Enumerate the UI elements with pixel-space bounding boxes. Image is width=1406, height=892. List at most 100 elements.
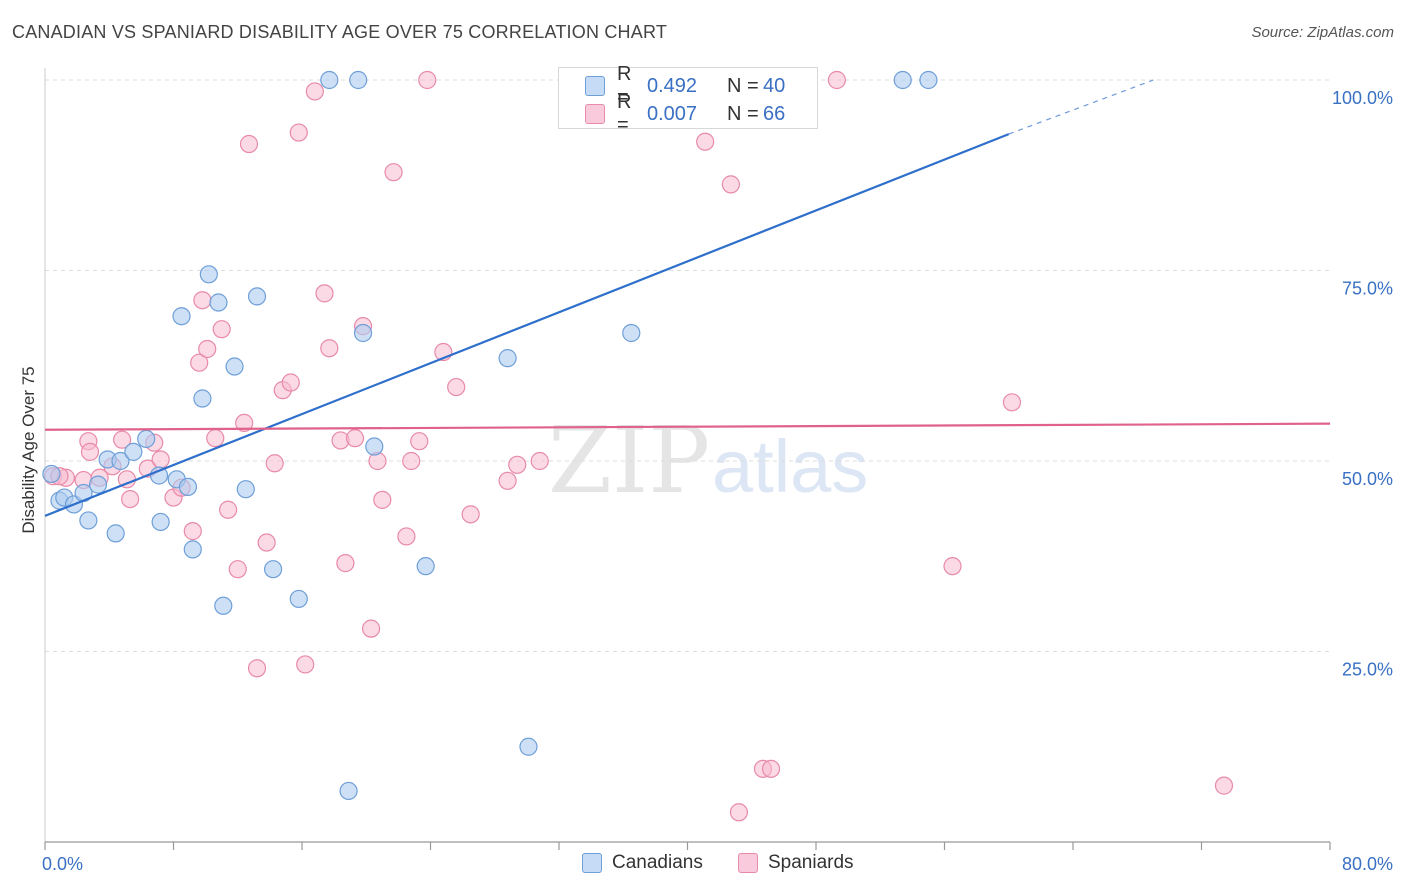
spaniards-point: [228, 560, 247, 579]
n-value-spaniards: 66: [763, 102, 786, 125]
canadians-point: [416, 557, 435, 576]
watermark: ZIP atlas: [548, 407, 868, 514]
spaniards-point: [345, 429, 365, 448]
spaniards-point: [729, 803, 749, 822]
spaniards-point: [361, 619, 381, 638]
legend-item-canadians[interactable]: Canadians: [582, 852, 703, 874]
spaniards-point: [247, 659, 267, 678]
spaniards-point: [206, 429, 225, 448]
spaniards-point: [418, 70, 437, 90]
legend-label-canadians: Canadians: [612, 852, 703, 873]
spaniards-point: [402, 451, 421, 471]
spaniards-point: [827, 70, 846, 90]
r-value-canadians: 0.492: [647, 74, 698, 97]
spaniards-point: [219, 500, 238, 519]
spaniards-point: [410, 432, 429, 451]
watermark-atlas: atlas: [712, 425, 868, 508]
canadians-point: [79, 511, 98, 530]
spaniards-point: [508, 455, 527, 474]
canadians-trend-line: [44, 133, 1010, 517]
canadians-point: [172, 307, 191, 326]
spaniards-point: [212, 320, 231, 339]
canadians-point: [178, 477, 198, 497]
chart-title: CANADIAN VS SPANIARD DISABILITY AGE OVER…: [12, 22, 668, 42]
r-label: R =: [617, 91, 632, 136]
canadians-point: [622, 323, 641, 343]
canadians-point: [893, 70, 912, 90]
legend-item-spaniards[interactable]: Spaniards: [738, 852, 854, 874]
spaniards-point: [397, 527, 416, 546]
canadians-point: [42, 464, 61, 484]
canadians-point: [88, 475, 108, 494]
canadians-point: [263, 560, 283, 579]
axes: [44, 68, 1331, 850]
canadians-point: [199, 265, 218, 284]
spaniards-point: [193, 291, 212, 310]
spaniards-point: [943, 557, 962, 576]
spaniards-swatch: [585, 104, 605, 124]
canadians-point: [498, 349, 517, 368]
y-tick-label: 100.0%: [1332, 88, 1393, 108]
series-legend: Canadians Spaniards: [0, 852, 1406, 876]
canadians-swatch: [585, 76, 605, 96]
spaniards-point: [190, 353, 209, 372]
canadians-trend-extension: [1008, 79, 1154, 135]
y-tick-label: 50.0%: [1342, 469, 1393, 489]
canadians-point: [289, 589, 308, 609]
spaniards-point: [336, 554, 355, 573]
spaniards-point: [320, 339, 339, 358]
spaniards-point: [235, 413, 254, 432]
spaniards-point: [384, 163, 403, 182]
r-label: R =: [617, 63, 632, 108]
canadians-point: [183, 540, 202, 559]
spaniards-point: [1214, 776, 1234, 795]
canadians-point: [349, 70, 368, 90]
spaniards-point: [121, 490, 140, 509]
spaniards-point: [761, 759, 781, 778]
spaniards-point: [373, 490, 392, 509]
canadians-point: [225, 357, 244, 376]
canadians-point: [919, 70, 938, 90]
canadians-point: [247, 287, 267, 306]
stats-row-spaniards: R = 0.007 N = 66: [585, 91, 786, 136]
canadians-point: [214, 596, 233, 615]
stats-legend: R = 0.492 N = 40 R = 0.007 N = 66: [558, 63, 818, 136]
canadians-point: [106, 524, 125, 543]
spaniards-point: [498, 471, 517, 490]
spaniards-point: [696, 132, 715, 151]
canadians-point: [111, 451, 130, 471]
trend-lines: [44, 79, 1331, 517]
source-label: Source: ZipAtlas.com: [1251, 24, 1394, 41]
n-value-canadians: 40: [763, 74, 786, 97]
legend-label-spaniards: Spaniards: [768, 852, 854, 873]
y-tick-label: 75.0%: [1342, 279, 1393, 299]
spaniards-point: [112, 430, 132, 449]
canadians-point: [236, 480, 255, 499]
canadians-legend-swatch: [582, 853, 602, 873]
x-tick-label: 0.0%: [42, 854, 83, 874]
spaniards-point: [257, 533, 276, 552]
spaniards-point: [315, 284, 334, 303]
canadians-point: [209, 293, 228, 312]
spaniards-point: [1002, 393, 1022, 412]
n-label: N =: [727, 102, 759, 125]
spaniards-trend-line: [44, 422, 1331, 431]
canadians-point: [137, 429, 156, 449]
spaniards-point: [461, 505, 480, 524]
spaniards-point: [447, 377, 466, 397]
spaniards-point: [289, 123, 308, 142]
r-value-spaniards: 0.007: [647, 102, 698, 125]
x-tick-label: 80.0%: [1342, 854, 1393, 874]
y-tick-label: 25.0%: [1342, 660, 1393, 680]
spaniards-legend-swatch: [738, 853, 758, 873]
canadians-point: [353, 323, 373, 343]
spaniards-point: [239, 134, 259, 154]
canadians-point: [124, 442, 143, 461]
canadians-points: [42, 70, 938, 801]
canadians-point: [339, 781, 358, 801]
spaniards-point: [265, 454, 284, 473]
spaniards-point: [305, 82, 324, 101]
canadians-point: [151, 512, 170, 532]
spaniards-point: [281, 373, 300, 392]
spaniards-point: [296, 655, 315, 674]
